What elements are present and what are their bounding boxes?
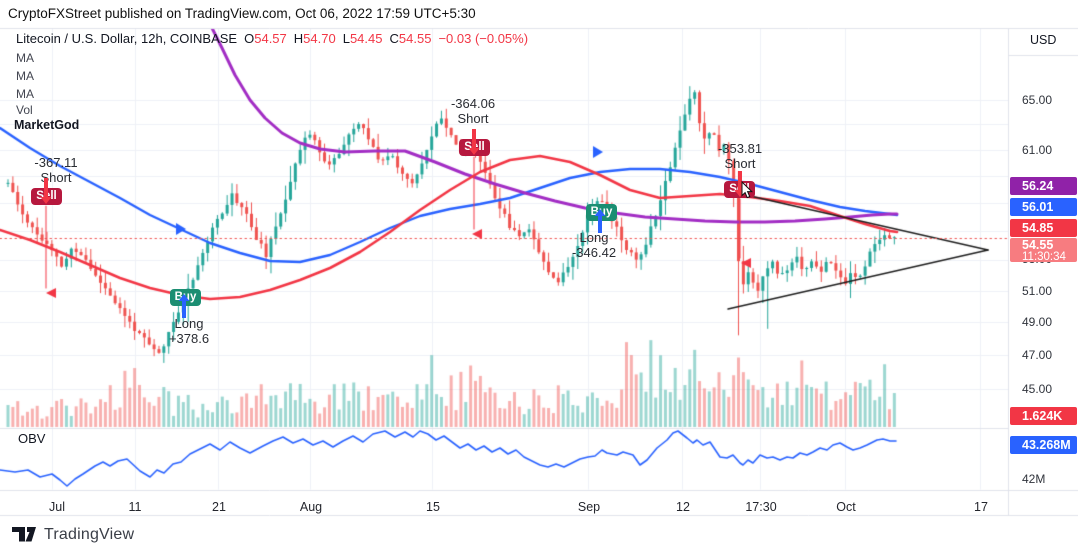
price-axis-badge: 43.268M [1010, 436, 1077, 454]
time-axis-label: 17 [974, 500, 988, 514]
close-value: C54.55 [389, 31, 432, 46]
time-axis-label: 21 [212, 500, 226, 514]
time-axis-label: 15 [426, 500, 440, 514]
price-axis-badge: 54.55 11:30:34 [1010, 238, 1077, 263]
symbol-title: Litecoin / U.S. Dollar, 12h, COINBASE [16, 31, 238, 46]
symbol-title-row[interactable]: Litecoin / U.S. Dollar, 12h, COINBASE O5… [16, 31, 528, 46]
tradingview-brand[interactable]: TradingView [44, 526, 135, 543]
signal-label: Short [457, 111, 489, 126]
high-value: H54.70 [293, 31, 336, 46]
signal-label: Short [40, 170, 72, 185]
time-axis-label: Oct [836, 500, 856, 514]
signal-label: Short [724, 156, 756, 171]
time-axis-label: Aug [299, 500, 323, 514]
signal-label: -353.81 [717, 141, 763, 156]
price-axis-badge: 54.85 [1010, 219, 1077, 237]
indicator-marketgod[interactable]: MarketGod [14, 118, 80, 132]
signal-label: -367.11 [34, 155, 78, 170]
signal-label: -346.42 [571, 245, 617, 260]
price-axis-label: 49.00 [1022, 315, 1053, 329]
indicator-ma-2[interactable]: MA [16, 69, 34, 83]
buy-signal-badge[interactable]: Buy [586, 204, 617, 221]
sell-signal-badge[interactable]: Sell [724, 181, 755, 198]
signal-label: Long [579, 230, 609, 245]
time-axis-label: Jul [49, 500, 65, 514]
open-value: O54.57 [244, 31, 287, 46]
sell-signal-badge[interactable]: Sell [459, 139, 490, 156]
signal-label: +378.6 [168, 331, 210, 346]
time-axis-label: 11 [128, 500, 142, 514]
published-bar: CryptoFXStreet published on TradingView.… [8, 6, 476, 21]
buy-signal-badge[interactable]: Buy [170, 289, 201, 306]
time-axis-label: Sep [577, 500, 601, 514]
price-axis-label: 42M [1022, 472, 1046, 486]
price-axis-badge: 1.624K [1010, 407, 1077, 425]
price-axis-label: 65.00 [1022, 93, 1053, 107]
change-value: −0.03 (−0.05%) [438, 31, 529, 46]
price-axis-badge: 56.24 [1010, 177, 1077, 195]
price-axis-label: 47.00 [1022, 348, 1053, 362]
price-axis-label: 51.00 [1022, 284, 1053, 298]
footer: TradingView [12, 526, 134, 544]
signal-label: -364.06 [450, 96, 496, 111]
indicator-vol[interactable]: Vol [16, 103, 33, 117]
indicator-obv[interactable]: OBV [18, 431, 46, 446]
signal-label: Long [174, 316, 204, 331]
price-axis-badge: 56.01 [1010, 198, 1077, 216]
price-axis-label: 61.00 [1022, 143, 1053, 157]
price-axis-currency: USD [1030, 33, 1057, 47]
indicator-ma-1[interactable]: MA [16, 51, 34, 65]
time-axis-label: 17:30 [745, 500, 777, 514]
low-value: L54.45 [342, 31, 383, 46]
sell-signal-badge[interactable]: Sell [31, 188, 62, 205]
price-axis-label: 45.00 [1022, 382, 1053, 396]
indicator-ma-3[interactable]: MA [16, 87, 34, 101]
tradingview-logo-icon[interactable] [12, 527, 36, 543]
time-axis-label: 12 [676, 500, 690, 514]
symbol-legend[interactable]: Litecoin / U.S. Dollar, 12h, COINBASE O5… [14, 31, 528, 132]
